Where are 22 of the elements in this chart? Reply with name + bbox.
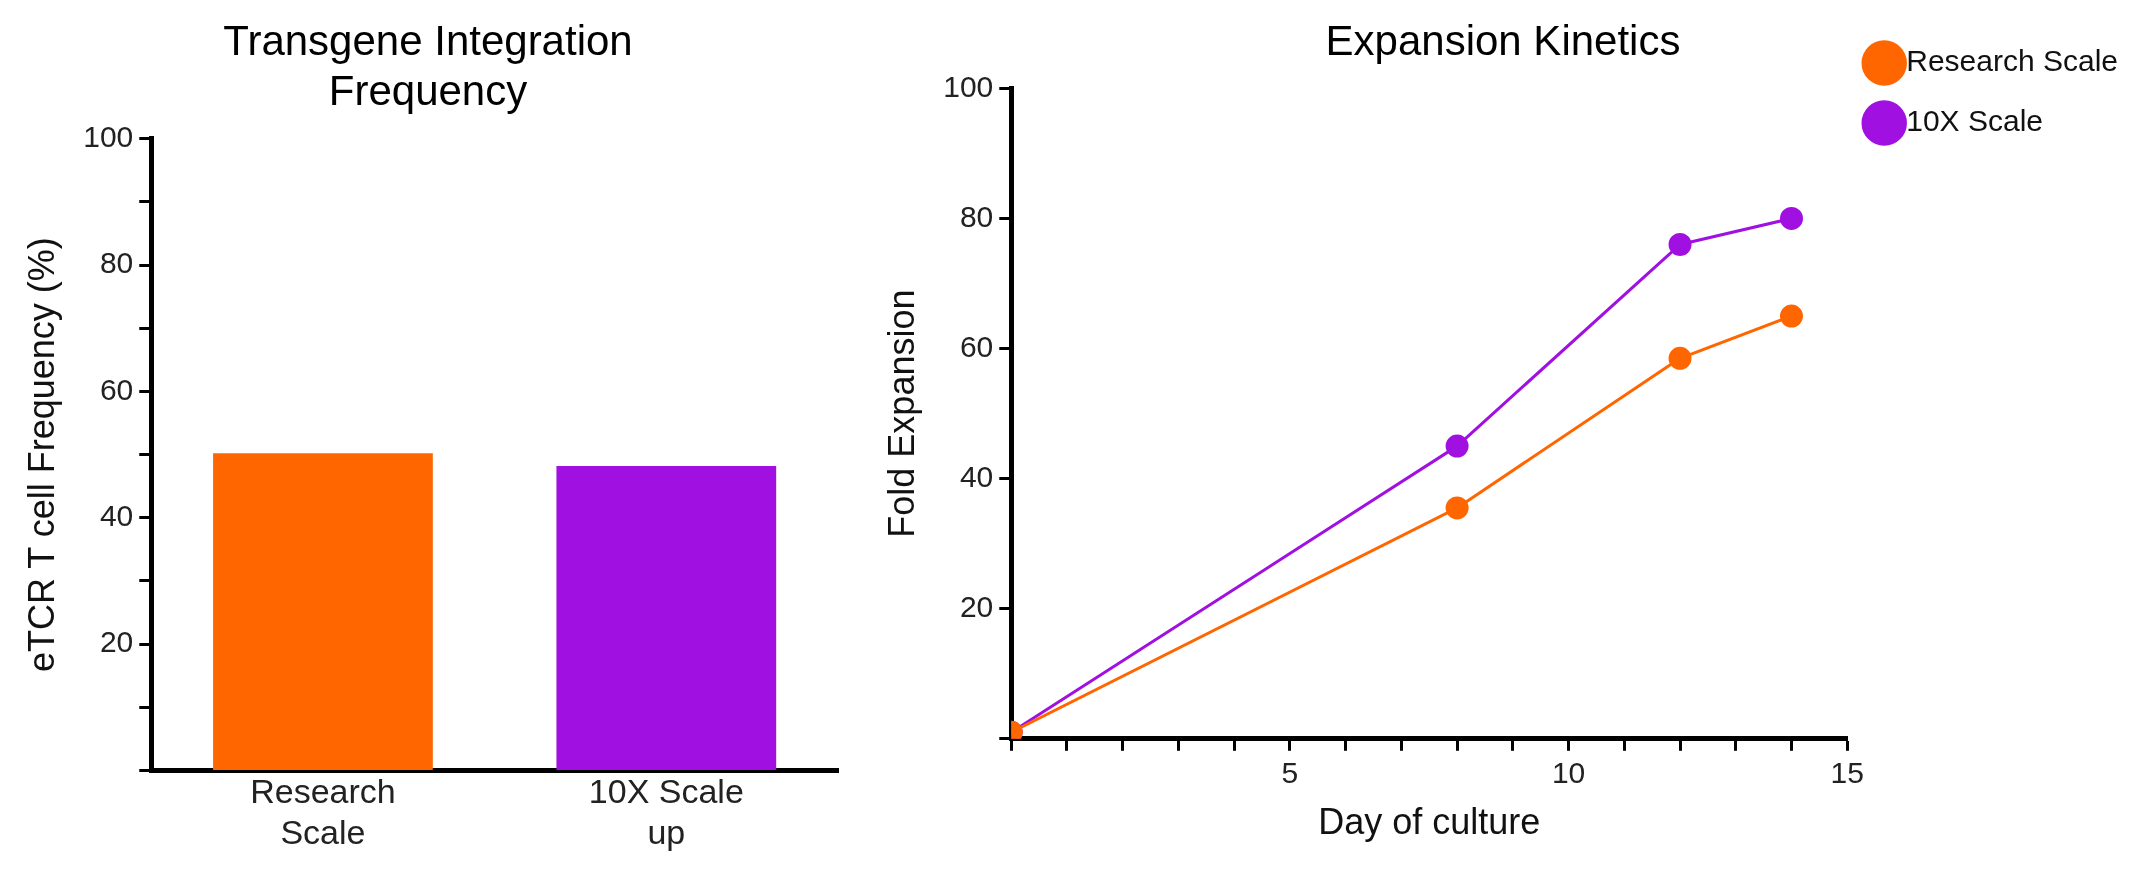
y-tick-label: 20 (99, 625, 134, 659)
y-tick-label: 60 (99, 372, 134, 406)
y-tick-label: 40 (959, 459, 994, 493)
y-tick-label: 40 (99, 499, 134, 533)
y-tick-label: 20 (959, 589, 994, 623)
y-tick-label: 80 (959, 199, 994, 233)
y-tick-label: 80 (99, 246, 134, 280)
y-tick-label: 60 (959, 329, 994, 363)
y-tick-label: 100 (83, 120, 134, 154)
legend-label: 10X Scale (1906, 104, 2043, 138)
chart-title: Transgene Integration Frequency (223, 16, 633, 115)
chart-title: Expansion Kinetics (1325, 16, 1681, 64)
y-axis-title: eTCR T cell Frequency (%) (20, 237, 62, 672)
x-tick-label: 5 (1281, 756, 1299, 790)
x-tick-label: 15 (1830, 756, 1864, 790)
x-axis-title: Day of culture (1318, 801, 1541, 843)
y-tick-label: 100 (943, 69, 994, 103)
x-tick-label: 10X Scale up (588, 772, 744, 851)
x-tick-label: Research Scale (250, 772, 396, 851)
legend-label: Research Scale (1906, 44, 2119, 78)
x-tick-label: 10 (1551, 756, 1586, 790)
y-axis-title: Fold Expansion (880, 289, 922, 538)
